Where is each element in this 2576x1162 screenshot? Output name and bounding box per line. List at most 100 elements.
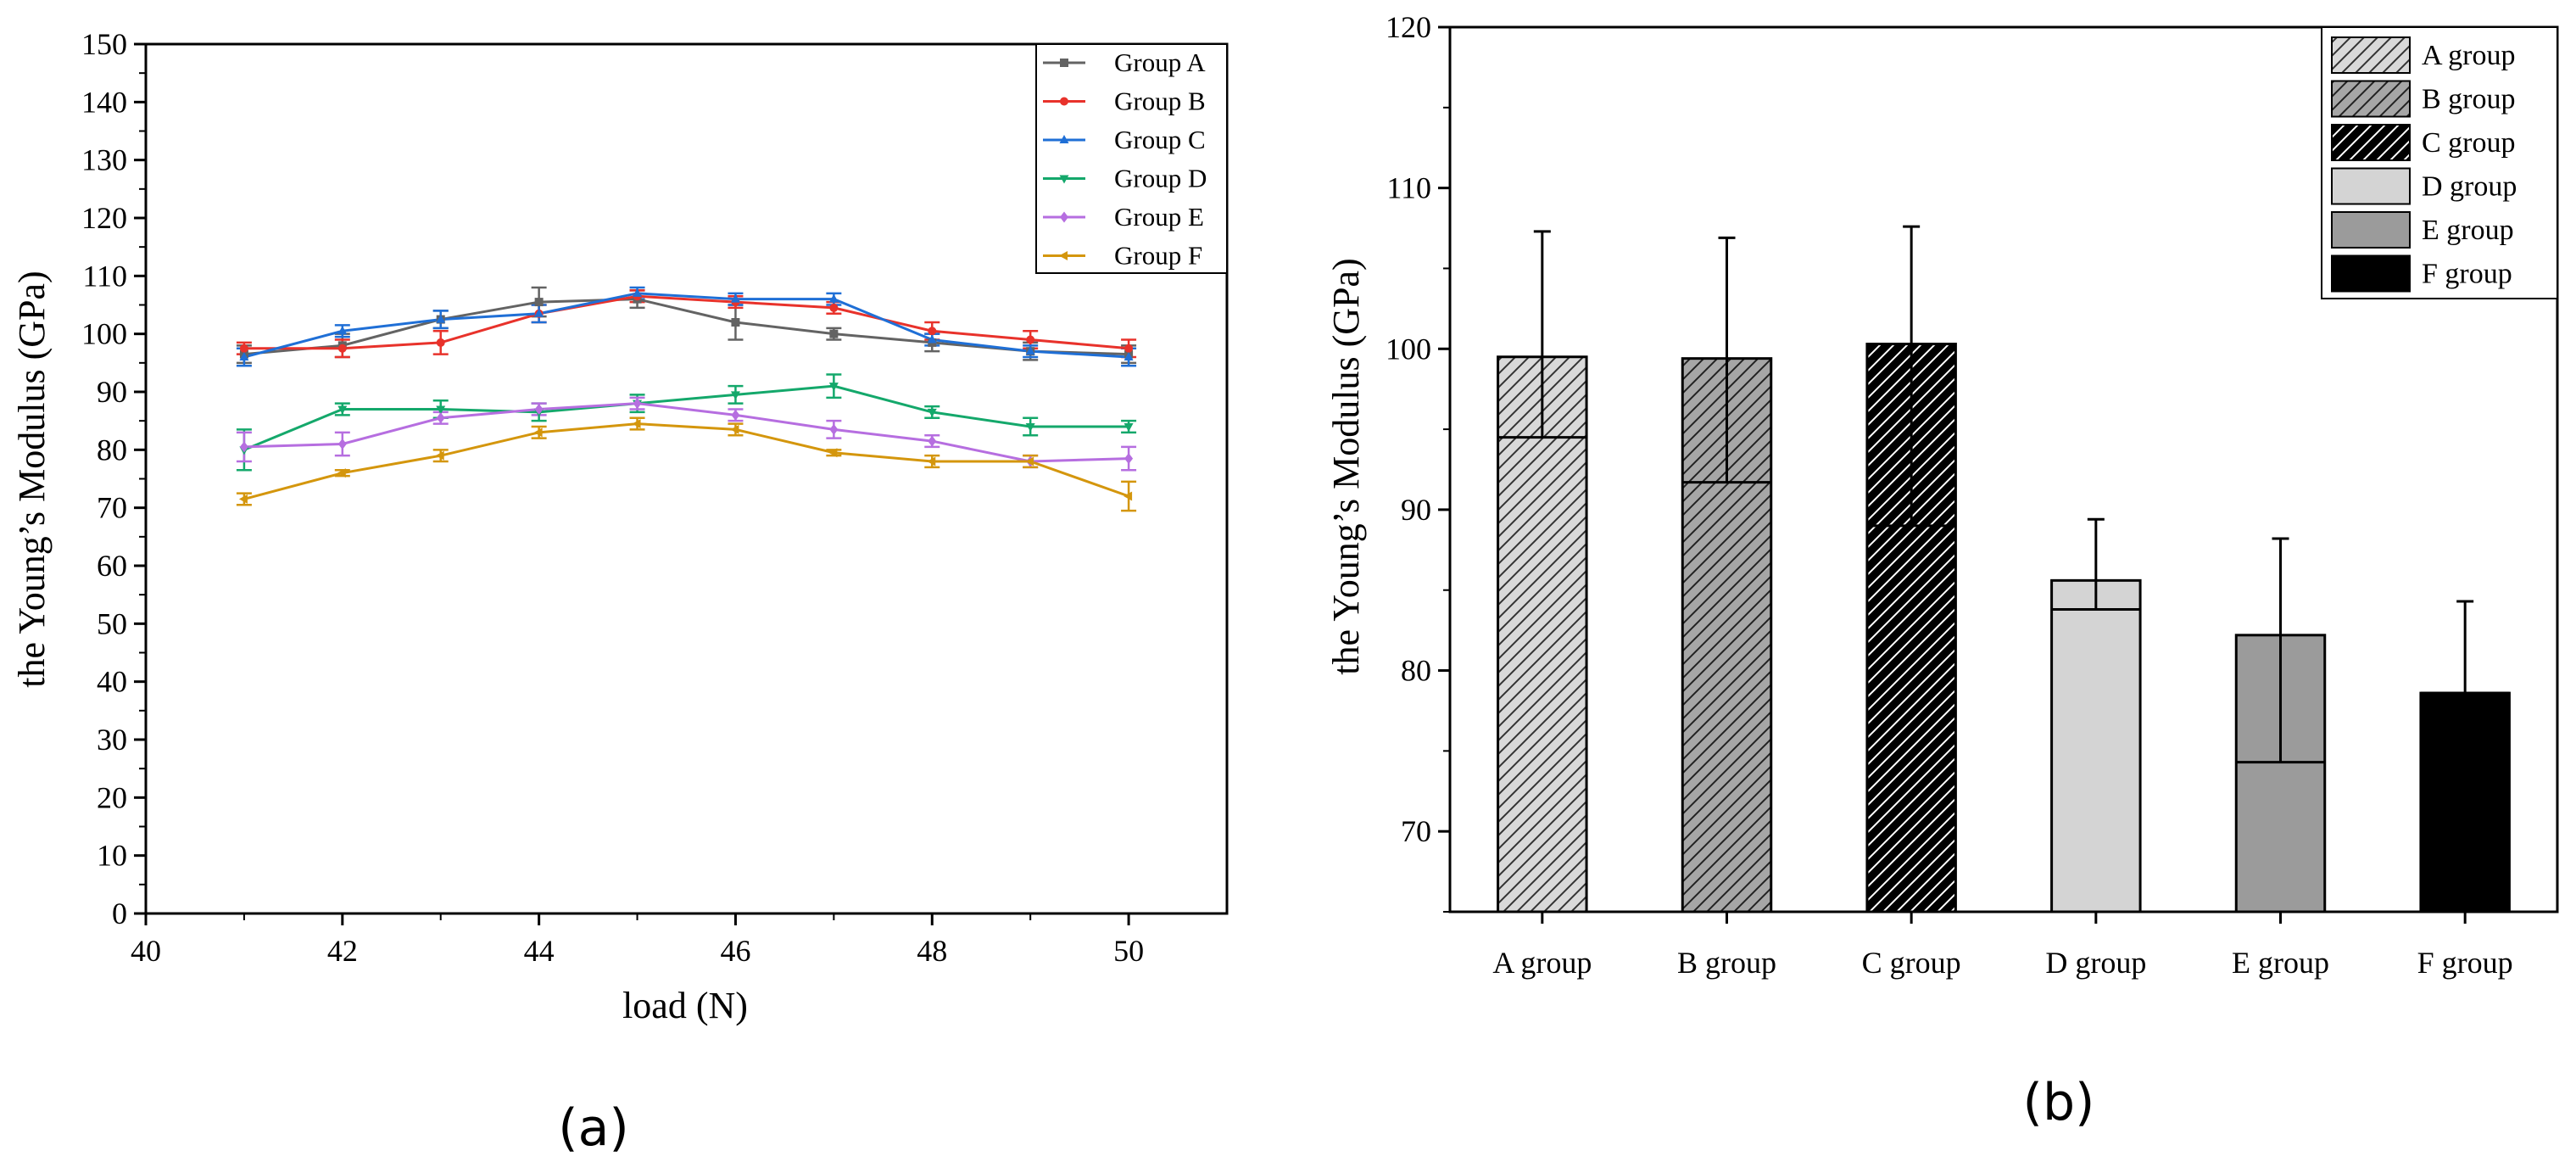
y-tick-label: 50 bbox=[97, 606, 127, 640]
x-tick-label: 40 bbox=[131, 934, 161, 968]
y-tick-label: 20 bbox=[97, 780, 127, 814]
x-tick-label: A group bbox=[1492, 946, 1592, 980]
panel-a-label: (a) bbox=[558, 1098, 629, 1158]
y-tick-label: 120 bbox=[1386, 10, 1431, 44]
y-tick-label: 70 bbox=[97, 491, 127, 525]
y-tick-label: 40 bbox=[97, 665, 127, 699]
y-tick-label: 100 bbox=[81, 317, 127, 351]
legend-swatch bbox=[2331, 36, 2411, 74]
legend-label: Group B bbox=[1114, 87, 1206, 116]
legend-label: Group E bbox=[1114, 202, 1204, 232]
data-point bbox=[534, 298, 544, 307]
legend-label: Group C bbox=[1114, 125, 1206, 154]
legend-label: D group bbox=[2422, 171, 2517, 203]
panel-b-bar-chart: 70 80 90 100 110 120 A group B group C group D gr… bbox=[1325, 10, 2559, 1132]
error-bar bbox=[2456, 600, 2474, 694]
data-point bbox=[928, 435, 937, 447]
data-point bbox=[533, 427, 543, 438]
data-point bbox=[1124, 352, 1134, 360]
legend-label: Group F bbox=[1114, 241, 1202, 271]
data-point bbox=[337, 405, 348, 415]
data-point bbox=[239, 352, 249, 360]
data-point bbox=[238, 494, 248, 504]
y-tick-label: 80 bbox=[97, 433, 127, 466]
y-tick-label: 100 bbox=[1386, 332, 1431, 366]
x-tick-label: 46 bbox=[720, 934, 750, 968]
data-point bbox=[239, 344, 248, 353]
data-point bbox=[436, 405, 446, 415]
bar bbox=[1497, 355, 1588, 913]
legend-swatch-marker bbox=[1060, 97, 1068, 106]
y-tick-label: 110 bbox=[82, 259, 127, 293]
x-tick-label: 42 bbox=[327, 934, 358, 968]
panel-a-markers bbox=[238, 288, 1134, 504]
data-point bbox=[927, 408, 937, 417]
y-tick-label: 0 bbox=[112, 897, 127, 930]
panel-b-y-axis-title: the Young’s Modulus (GPa) bbox=[1325, 258, 1367, 674]
data-point bbox=[1025, 456, 1034, 466]
data-point bbox=[337, 344, 347, 353]
y-tick-label: 150 bbox=[81, 27, 127, 61]
y-tick-label: 10 bbox=[97, 839, 127, 873]
y-tick-label: 120 bbox=[81, 201, 127, 235]
data-point bbox=[730, 293, 740, 303]
data-point bbox=[633, 288, 643, 297]
error-bar bbox=[1718, 236, 1736, 483]
series-line bbox=[243, 402, 1129, 463]
data-point bbox=[829, 423, 839, 435]
data-point bbox=[828, 448, 838, 458]
legend-swatch-marker bbox=[1059, 175, 1069, 184]
y-tick-label: 90 bbox=[1401, 493, 1431, 527]
error-bar bbox=[1903, 225, 1921, 526]
panel-b-plot-frame bbox=[1448, 25, 2559, 913]
data-point bbox=[337, 326, 348, 335]
panel-b-ticks: 70 80 90 100 110 120 A group B group C group D gr… bbox=[1386, 10, 2513, 980]
data-point bbox=[534, 404, 544, 415]
series-line bbox=[243, 384, 1129, 451]
data-point bbox=[1026, 335, 1035, 344]
series-line bbox=[243, 422, 1129, 500]
x-tick-label: 44 bbox=[524, 934, 555, 968]
x-tick-label: F group bbox=[2417, 946, 2513, 980]
data-point bbox=[730, 424, 739, 434]
panel-b-legend: A group B group C group D group E group F gro… bbox=[2321, 26, 2558, 299]
data-point bbox=[828, 293, 839, 303]
error-bar bbox=[2087, 517, 2105, 610]
legend-swatch bbox=[2331, 254, 2411, 293]
legend-label: B group bbox=[2422, 84, 2516, 115]
legend-swatch bbox=[2331, 80, 2411, 118]
error-bar bbox=[2272, 537, 2289, 763]
data-point bbox=[1124, 344, 1134, 353]
y-tick-label: 90 bbox=[97, 375, 127, 409]
legend-swatch bbox=[2331, 167, 2411, 205]
legend-swatch-marker bbox=[1060, 211, 1068, 223]
data-point bbox=[1025, 346, 1035, 355]
x-tick-label: D group bbox=[2045, 946, 2146, 980]
panel-a-line-chart: 0 10 20 30 40 50 60 70 80 90 100 110 120 130 140 150 40 4… bbox=[11, 27, 1229, 1158]
legend-swatch-marker bbox=[1059, 135, 1069, 143]
legend-label: C group bbox=[2422, 127, 2516, 159]
data-point bbox=[1124, 491, 1133, 501]
series-line bbox=[243, 298, 1129, 356]
y-tick-label: 70 bbox=[1401, 814, 1431, 848]
panel-b-error-bars bbox=[1497, 225, 2510, 764]
data-point bbox=[828, 383, 839, 392]
x-tick-label: E group bbox=[2232, 946, 2329, 980]
legend-label: Group D bbox=[1114, 164, 1207, 193]
data-point bbox=[927, 456, 936, 466]
y-tick-label: 140 bbox=[81, 85, 127, 119]
data-point bbox=[1124, 453, 1134, 465]
legend-label: Group A bbox=[1114, 47, 1206, 77]
error-bar bbox=[1533, 230, 1551, 438]
panel-b-label: (b) bbox=[2023, 1073, 2095, 1132]
y-tick-label: 30 bbox=[97, 723, 127, 757]
data-point bbox=[1124, 423, 1134, 432]
legend-swatch bbox=[2331, 211, 2411, 249]
y-tick-label: 130 bbox=[81, 143, 127, 177]
data-point bbox=[829, 303, 839, 312]
y-tick-label: 60 bbox=[97, 549, 127, 583]
data-point bbox=[435, 450, 444, 461]
data-point bbox=[436, 338, 445, 347]
data-point bbox=[436, 314, 446, 323]
